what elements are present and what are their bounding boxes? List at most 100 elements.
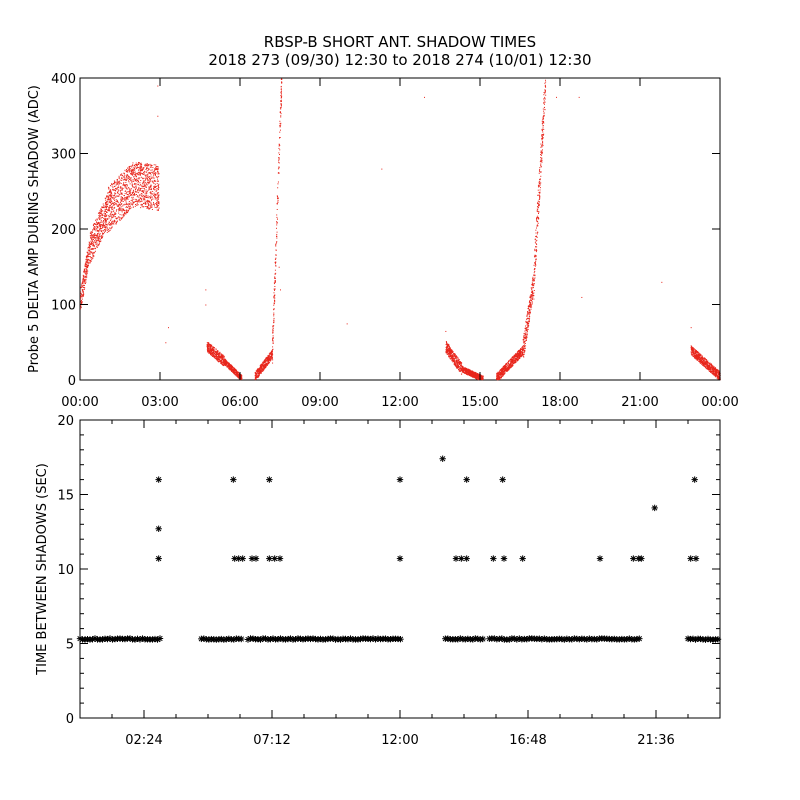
- data-point: [108, 198, 110, 200]
- data-point: [126, 203, 128, 205]
- data-point: [139, 189, 141, 191]
- data-point: [116, 218, 117, 220]
- data-point: [541, 152, 543, 154]
- data-point: [257, 369, 259, 371]
- data-point: [520, 353, 522, 355]
- data-point: [281, 81, 283, 83]
- data-point: [504, 366, 506, 368]
- data-point: [104, 207, 106, 209]
- data-point: [102, 226, 104, 228]
- data-point: [504, 366, 506, 368]
- data-point: [461, 368, 463, 370]
- data-point: [126, 185, 128, 187]
- data-point: [274, 276, 276, 278]
- data-point: [126, 210, 128, 212]
- data-point: [153, 188, 155, 190]
- data-point: [274, 300, 276, 302]
- data-point: [158, 175, 160, 177]
- data-point: [134, 164, 136, 166]
- data-point: [217, 350, 219, 352]
- data-point: [542, 134, 544, 136]
- data-point: [210, 349, 212, 351]
- data-point: [132, 196, 134, 198]
- data-point: [280, 99, 282, 101]
- data-point: [465, 367, 467, 369]
- data-point: [523, 356, 525, 358]
- data-point: [469, 374, 471, 376]
- top-data-points: [80, 78, 721, 381]
- data-point: [264, 360, 265, 362]
- data-point: [457, 360, 458, 362]
- data-point: [143, 173, 145, 175]
- data-point: [141, 204, 143, 206]
- data-point: [122, 205, 124, 207]
- data-point: [268, 358, 270, 360]
- data-point: [132, 162, 134, 164]
- data-point: [220, 362, 222, 364]
- data-point: [87, 262, 89, 264]
- data-point: [475, 372, 477, 374]
- data-point: [505, 367, 507, 369]
- data-point: [523, 348, 525, 350]
- data-point: [212, 355, 214, 357]
- data-point: [153, 203, 155, 205]
- data-point: [90, 231, 92, 233]
- data-point: [466, 374, 468, 375]
- data-point: [111, 224, 113, 226]
- data-point: [93, 252, 95, 254]
- data-point: [523, 336, 525, 338]
- data-point: [219, 354, 221, 356]
- data-point: [520, 354, 522, 356]
- chart-title-line-1: RBSP-B SHORT ANT. SHADOW TIMES: [263, 33, 537, 51]
- data-point: [120, 182, 122, 184]
- data-point: [110, 194, 112, 196]
- data-point: [111, 217, 113, 219]
- data-point: [158, 194, 160, 196]
- data-point: [270, 352, 272, 354]
- data-point: [543, 92, 545, 94]
- data-point: [471, 372, 473, 374]
- data-point: [150, 193, 152, 195]
- data-point: [258, 368, 260, 370]
- data-point: [276, 235, 278, 237]
- data-point: [150, 184, 152, 186]
- data-point: [520, 351, 522, 353]
- data-point: [517, 359, 519, 361]
- data-point: [136, 164, 138, 166]
- data-point: [510, 366, 512, 368]
- data-point: [209, 345, 211, 347]
- data-point: [262, 367, 264, 369]
- data-point: [264, 360, 266, 362]
- data-point: [118, 208, 120, 210]
- data-point: [457, 357, 459, 359]
- data-point: [258, 374, 260, 376]
- data-point: [148, 181, 150, 183]
- data-point: [462, 370, 464, 372]
- data-point: [157, 184, 159, 186]
- data-point: [544, 101, 546, 103]
- data-point: [508, 365, 510, 367]
- data-point: [108, 205, 110, 207]
- data-point: [528, 323, 530, 325]
- data-point: [94, 243, 96, 245]
- data-point: [99, 223, 101, 225]
- data-point: [109, 229, 111, 231]
- data-point: [506, 369, 508, 371]
- data-point: [516, 357, 518, 359]
- data-point: [96, 244, 98, 246]
- data-point: [534, 241, 536, 243]
- data-point: [157, 171, 159, 173]
- data-point: [127, 205, 129, 207]
- data-point: [453, 360, 455, 362]
- data-point: [275, 272, 277, 274]
- data-point: [280, 91, 282, 93]
- data-point: [90, 248, 92, 250]
- data-point: [514, 354, 516, 356]
- data-point: [82, 286, 84, 288]
- data-point: [119, 206, 121, 208]
- data-point: [126, 202, 128, 204]
- data-point: [155, 168, 157, 170]
- data-point: [110, 206, 112, 208]
- data-point: [82, 276, 84, 278]
- data-point: [530, 299, 532, 301]
